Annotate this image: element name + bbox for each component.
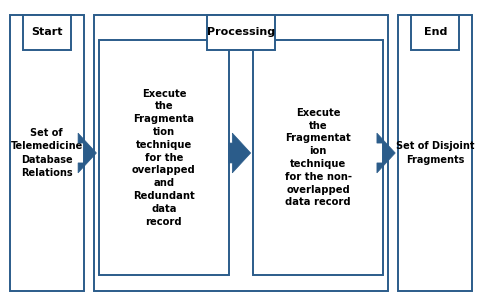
Text: Processing: Processing [207,27,275,37]
Polygon shape [377,133,395,173]
FancyBboxPatch shape [207,14,275,50]
FancyBboxPatch shape [253,40,383,275]
FancyBboxPatch shape [398,15,472,291]
Polygon shape [229,133,251,173]
Text: Execute
the
Fragmentat
ion
technique
for the non-
overlapped
data record: Execute the Fragmentat ion technique for… [284,108,352,207]
Text: Start: Start [31,27,63,37]
FancyBboxPatch shape [99,40,229,275]
Text: Set of Disjoint
Fragments: Set of Disjoint Fragments [396,141,474,165]
Text: Set of
Telemedicine
Database
Relations: Set of Telemedicine Database Relations [11,128,83,178]
Text: End: End [424,27,447,37]
FancyBboxPatch shape [23,14,71,50]
FancyBboxPatch shape [94,15,388,291]
FancyBboxPatch shape [10,15,84,291]
Text: Execute
the
Fragmenta
tion
technique
for the
overlapped
and
Redundant
data
recor: Execute the Fragmenta tion technique for… [132,89,196,226]
Polygon shape [78,133,96,173]
FancyBboxPatch shape [411,14,459,50]
